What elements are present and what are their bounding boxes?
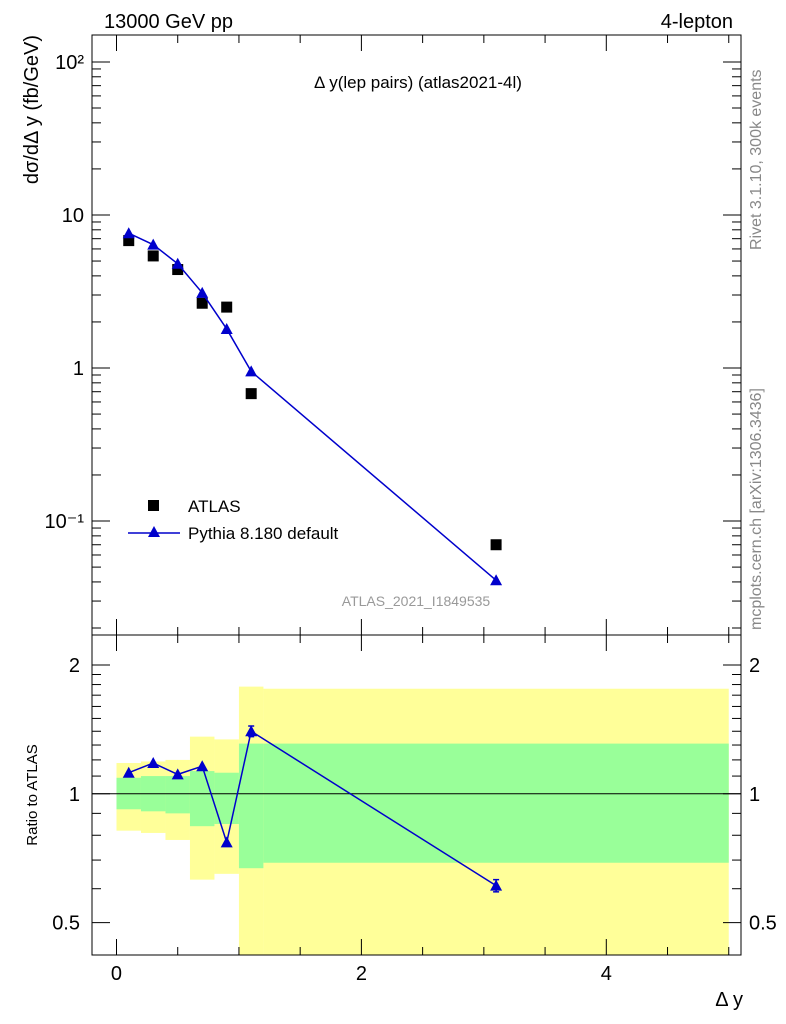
xlabel: Δ y	[715, 989, 743, 1011]
legend: ATLAS Pythia 8.180 default	[128, 497, 339, 543]
atlas-point	[123, 235, 135, 247]
legend-marker-pythia	[148, 526, 160, 537]
header-process: 4-lepton	[661, 11, 733, 33]
main-ytick-label: 10⁻¹	[45, 511, 85, 533]
ratio-point	[147, 757, 160, 769]
pythia-point	[147, 238, 160, 250]
legend-label-atlas: ATLAS	[188, 497, 241, 516]
main-ytick-label: 10²	[55, 52, 84, 74]
atlas-point	[147, 250, 159, 262]
main-title: Δ y(lep pairs) (atlas2021-4l)	[314, 73, 522, 92]
band-inner	[263, 743, 729, 863]
legend-marker-atlas	[148, 500, 159, 511]
ratio-ytick-label-right: 2	[749, 655, 760, 677]
main-ytick-label: 10	[62, 205, 84, 227]
ratio-point	[490, 879, 503, 891]
ratio-ytick-label: 0.5	[52, 913, 80, 935]
pythia-point	[490, 574, 503, 586]
atlas-point	[245, 388, 257, 400]
header-energy: 13000 GeV pp	[104, 11, 233, 33]
main-frame	[91, 34, 742, 636]
ratio-ylabel: Ratio to ATLAS	[24, 744, 41, 845]
ratio-ytick-label-right: 1	[749, 784, 760, 806]
ratio-frame	[91, 634, 742, 956]
ratio-point	[245, 725, 258, 737]
ratio-point	[122, 766, 135, 778]
pythia-point	[245, 365, 258, 377]
band-inner	[238, 743, 264, 869]
xtick-label: 2	[356, 963, 367, 985]
ratio-point	[220, 836, 233, 848]
watermark: ATLAS_2021_I1849535	[342, 593, 491, 609]
pythia-point	[122, 227, 135, 239]
ratio-ytick-label-right: 0.5	[749, 913, 777, 935]
atlas-point	[221, 301, 233, 313]
band-inner	[189, 771, 215, 827]
rivet-label: Rivet 3.1.10, 300k events	[748, 69, 765, 250]
main-ylabel: dσ/dΔ y (fb/GeV)	[21, 35, 43, 184]
main-plot-area	[122, 227, 503, 586]
legend-label-pythia: Pythia 8.180 default	[188, 524, 339, 543]
ratio-panel: Ratio to ATLAS Δ y 0.5 1 2 0.5 1 2 0 2 4	[24, 634, 777, 1011]
atlas-point	[490, 539, 502, 551]
ratio-point	[171, 768, 184, 780]
band-inner	[165, 776, 190, 814]
pythia-point	[196, 286, 209, 298]
ratio-ytick-label: 2	[69, 655, 80, 677]
xtick-label: 4	[601, 963, 612, 985]
main-ytick-label: 1	[73, 358, 84, 380]
ratio-plot-area	[92, 686, 741, 955]
xtick-label: 0	[111, 963, 122, 985]
pythia-point	[171, 257, 184, 269]
atlas-point	[172, 264, 184, 276]
mcplots-label: mcplots.cern.ch [arXiv:1306.3436]	[748, 388, 765, 630]
ratio-point	[196, 760, 209, 772]
atlas-point	[196, 297, 208, 309]
main-panel: Δ y(lep pairs) (atlas2021-4l) ATLAS_2021…	[21, 34, 742, 636]
ratio-ytick-label: 1	[69, 784, 80, 806]
pythia-point	[220, 322, 233, 334]
